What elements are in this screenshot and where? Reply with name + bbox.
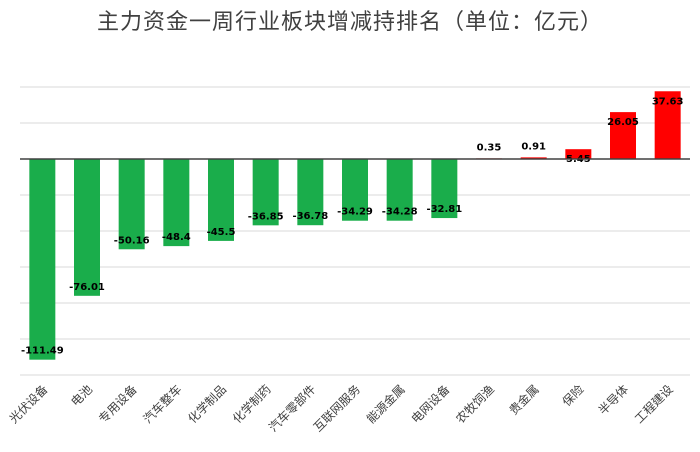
bar (565, 149, 592, 159)
category-label: 工程建设 (631, 382, 676, 427)
data-label: -36.78 (292, 211, 328, 222)
bar (654, 91, 681, 159)
bar (252, 159, 279, 226)
bar (297, 159, 324, 226)
data-label: -34.29 (337, 207, 373, 218)
bar (386, 159, 413, 221)
category-label: 汽车零部件 (265, 382, 318, 435)
bar (74, 159, 100, 296)
data-label: -34.28 (382, 207, 418, 218)
category-label: 汽车整车 (140, 382, 185, 427)
category-label: 能源金属 (363, 382, 408, 427)
category-label: 贵金属 (506, 382, 542, 418)
category-label: 互联网服务 (310, 382, 363, 435)
category-label: 光伏设备 (7, 382, 51, 426)
bar (29, 159, 56, 360)
category-label: 化学制药 (229, 382, 274, 427)
category-label: 电池 (68, 382, 95, 409)
bar (431, 159, 458, 219)
data-label: -111.49 (21, 346, 64, 357)
category-label: 农牧饲渔 (453, 382, 497, 426)
data-label: -50.16 (114, 235, 150, 246)
bar (610, 112, 636, 159)
category-label: 保险 (559, 382, 587, 410)
category-label: 半导体 (596, 382, 631, 417)
category-label: 化学制品 (185, 382, 230, 427)
data-label: 0.91 (521, 141, 546, 152)
data-label: -76.01 (69, 282, 105, 293)
chart-title: 主力资金一周行业板块增减持排名（单位：亿元） (96, 10, 603, 35)
data-label: -45.5 (207, 227, 236, 238)
category-label: 专用设备 (95, 382, 140, 427)
data-label: 0.35 (477, 142, 502, 153)
data-label: 26.05 (607, 117, 639, 128)
bar (163, 159, 190, 247)
data-label: 37.63 (652, 96, 684, 107)
data-label: -36.85 (248, 211, 284, 222)
data-label: -48.4 (162, 232, 191, 243)
bar (208, 159, 234, 241)
bar (520, 157, 547, 159)
data-label: -32.81 (426, 204, 462, 215)
category-label: 电网设备 (409, 382, 453, 426)
bar (342, 159, 368, 221)
bar (118, 159, 145, 250)
